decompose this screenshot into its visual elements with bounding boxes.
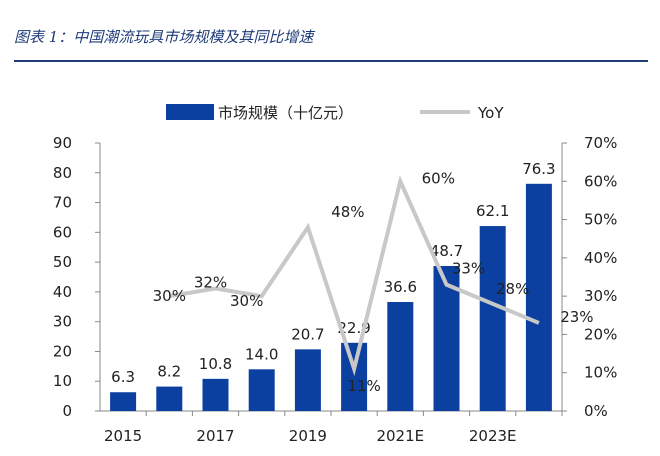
y-tick-label-right: 10% <box>584 364 617 382</box>
y-tick-label-right: 20% <box>584 325 617 343</box>
y-tick-label-left: 20 <box>53 342 72 360</box>
legend-label-bar: 市场规模（十亿元） <box>218 104 353 122</box>
yoy-data-label: 30% <box>230 292 263 310</box>
x-tick-label: 2019 <box>289 427 327 445</box>
bar <box>294 349 321 411</box>
y-tick-label-left: 80 <box>53 164 72 182</box>
yoy-data-label: 30% <box>153 287 186 305</box>
legend-swatch-bar <box>166 104 214 120</box>
figure-title: 图表 1：中国潮流玩具市场规模及其同比增速 <box>14 28 314 46</box>
yoy-data-label: 48% <box>331 203 364 221</box>
bar <box>202 378 229 411</box>
bar <box>110 392 137 411</box>
bar-data-label: 6.3 <box>111 368 135 386</box>
y-tick-label-left: 30 <box>53 313 72 331</box>
bar-data-label: 36.6 <box>384 278 417 296</box>
bar <box>387 302 414 411</box>
yoy-data-label: 28% <box>496 280 529 298</box>
bar-data-label: 48.7 <box>430 242 463 260</box>
bar <box>479 226 506 411</box>
yoy-line <box>168 175 540 377</box>
yoy-data-label: 33% <box>452 260 485 278</box>
y-tick-label-right: 30% <box>584 287 617 305</box>
bar <box>341 342 368 411</box>
legend-label-line: YoY <box>477 104 504 122</box>
bar-data-label: 14.0 <box>245 345 278 363</box>
y-tick-label-left: 50 <box>53 253 72 271</box>
bar-data-label: 10.8 <box>199 355 232 373</box>
y-tick-label-right: 70% <box>584 134 617 152</box>
yoy-data-label: 23% <box>560 308 593 326</box>
x-tick-label: 2015 <box>104 427 142 445</box>
y-tick-label-left: 10 <box>53 372 72 390</box>
bar <box>248 369 275 411</box>
y-tick-label-right: 0% <box>584 402 608 420</box>
x-tick-label: 2017 <box>196 427 234 445</box>
y-tick-label-left: 70 <box>53 194 72 212</box>
y-tick-label-right: 40% <box>584 249 617 267</box>
bar-data-label: 20.7 <box>291 325 324 343</box>
bar-data-label: 8.2 <box>157 363 181 381</box>
bar <box>525 183 552 411</box>
y-tick-label-left: 60 <box>53 223 72 241</box>
x-tick-label: 2021E <box>376 427 424 445</box>
bar-data-label: 76.3 <box>522 160 555 178</box>
y-tick-label-left: 90 <box>53 134 72 152</box>
yoy-data-label: 32% <box>194 273 227 291</box>
y-tick-label-right: 60% <box>584 172 617 190</box>
bar-data-label: 62.1 <box>476 202 509 220</box>
y-tick-label-left: 40 <box>53 283 72 301</box>
bar <box>156 386 183 411</box>
y-tick-label-right: 50% <box>584 211 617 229</box>
x-tick-label: 2023E <box>469 427 517 445</box>
y-tick-label-left: 0 <box>62 402 72 420</box>
yoy-data-label: 60% <box>422 169 455 187</box>
yoy-data-label: 11% <box>347 377 380 395</box>
title-divider <box>14 60 648 62</box>
